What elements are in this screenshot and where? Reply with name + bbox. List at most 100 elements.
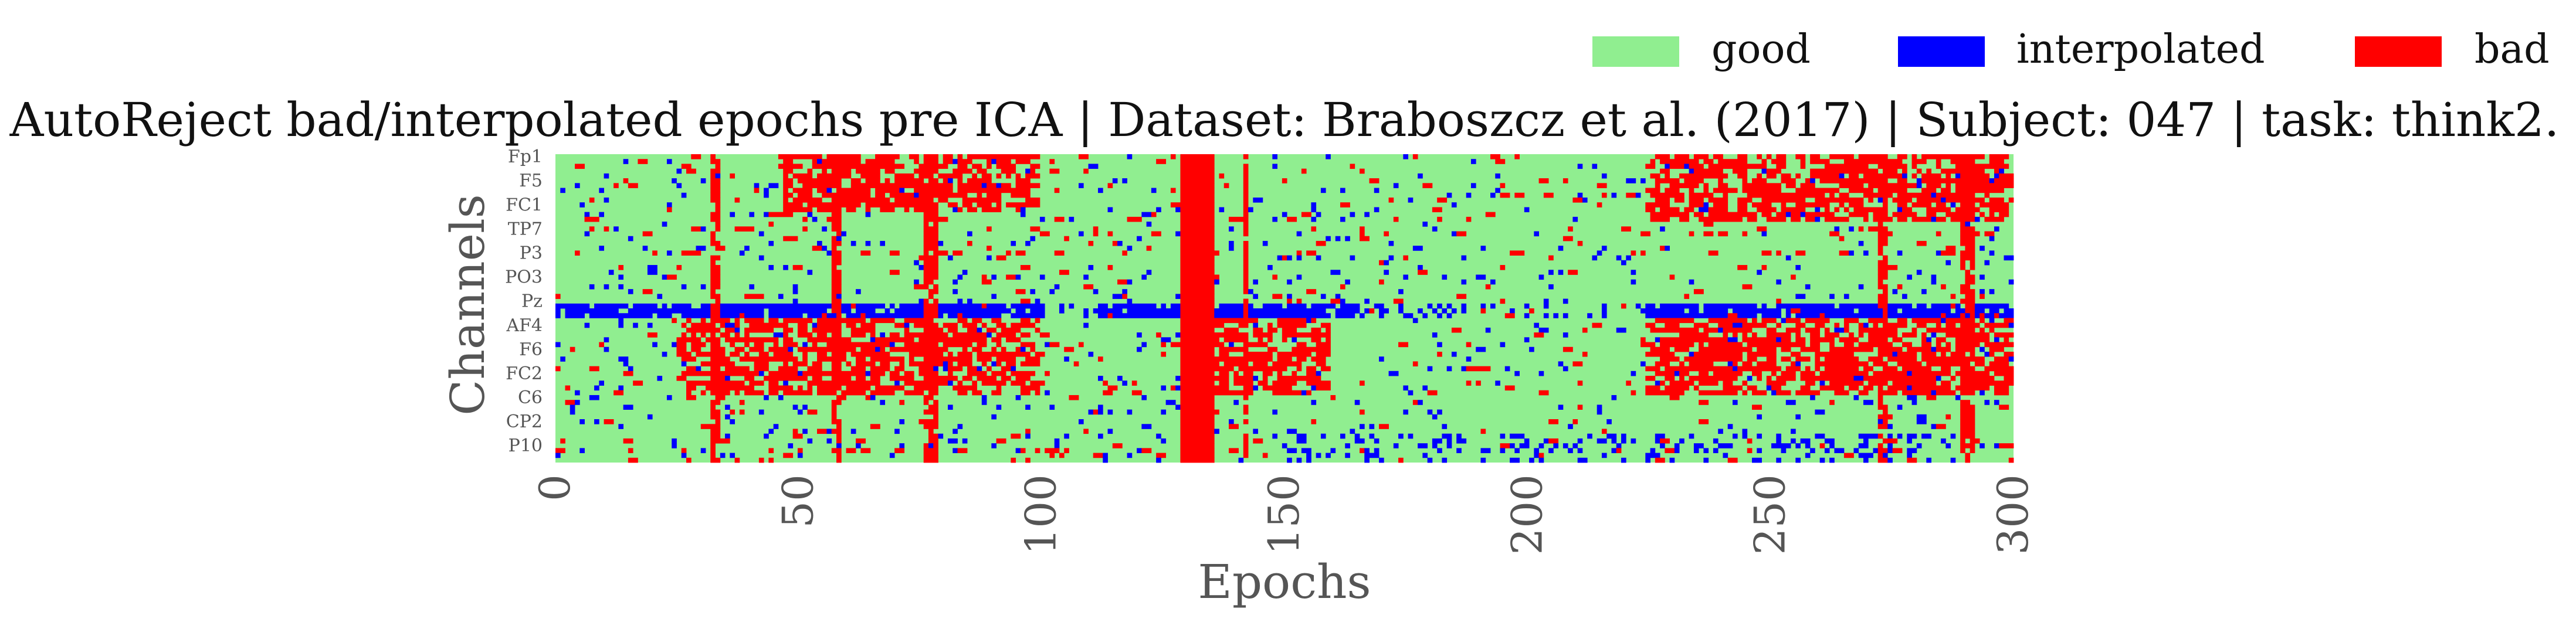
cell-bad xyxy=(1180,433,1215,439)
cell-bad xyxy=(1819,313,1825,318)
cell-bad xyxy=(768,371,798,376)
cell-interpolated xyxy=(822,226,827,232)
cell-bad xyxy=(1650,346,1670,352)
cell-interpolated xyxy=(1911,400,1917,405)
cell-interpolated xyxy=(812,216,818,222)
cell-interpolated xyxy=(1974,303,2009,309)
cell-interpolated xyxy=(1984,400,1990,405)
cell-interpolated xyxy=(1907,371,1912,376)
cell-bad xyxy=(923,250,929,256)
cell-bad xyxy=(816,207,842,213)
cell-bad xyxy=(870,366,890,372)
cell-bad xyxy=(715,298,721,304)
cell-bad xyxy=(962,346,968,352)
cell-bad xyxy=(1243,212,1249,217)
cell-interpolated xyxy=(1219,207,1225,213)
cell-interpolated xyxy=(1287,448,1297,453)
cell-bad xyxy=(1597,183,1607,188)
cell-interpolated xyxy=(870,337,876,342)
cell-bad xyxy=(725,366,750,372)
cell-interpolated xyxy=(1980,274,1985,280)
cell-bad xyxy=(996,342,1002,348)
cell-bad xyxy=(1180,318,1258,324)
cell-bad xyxy=(967,207,977,213)
cell-interpolated xyxy=(894,308,924,314)
cell-bad xyxy=(1989,212,1995,217)
cell-interpolated xyxy=(1374,438,1379,444)
cell-bad xyxy=(923,298,929,304)
x-tick-label: 0 xyxy=(530,474,579,501)
cell-interpolated xyxy=(1795,457,1801,463)
cell-bad xyxy=(1015,207,1021,213)
cell-bad xyxy=(1253,327,1263,333)
cell-bad xyxy=(1170,154,1176,159)
cell-bad xyxy=(1223,337,1249,342)
cell-interpolated xyxy=(802,405,808,410)
cell-interpolated xyxy=(773,424,779,429)
cell-interpolated xyxy=(1141,342,1147,348)
cell-interpolated xyxy=(1078,419,1084,424)
cell-interpolated xyxy=(1999,168,2004,174)
cell-bad xyxy=(1243,260,1249,266)
cell-interpolated xyxy=(758,255,764,261)
cell-bad xyxy=(870,318,895,324)
cell-interpolated xyxy=(1989,178,1995,183)
cell-bad xyxy=(904,390,924,396)
cell-bad xyxy=(652,250,657,256)
cell-bad xyxy=(802,371,866,376)
cell-interpolated xyxy=(1141,274,1147,280)
cell-bad xyxy=(1761,212,1772,217)
cell-bad xyxy=(1243,308,1249,314)
cell-interpolated xyxy=(1645,457,1650,463)
cell-bad xyxy=(734,346,745,352)
cell-interpolated xyxy=(1175,294,1181,299)
cell-interpolated xyxy=(947,178,953,183)
cell-bad xyxy=(792,361,808,367)
cell-bad xyxy=(1219,380,1229,386)
cell-bad xyxy=(1679,216,1690,222)
cell-bad xyxy=(923,453,938,458)
cell-bad xyxy=(1752,318,1757,324)
cell-bad xyxy=(710,236,716,242)
cell-interpolated xyxy=(1287,255,1292,261)
cell-bad xyxy=(1572,419,1578,424)
cell-bad xyxy=(1984,192,1990,198)
cell-bad xyxy=(1272,361,1302,367)
cell-interpolated xyxy=(1693,443,1704,448)
cell-bad xyxy=(987,159,992,164)
cell-bad xyxy=(1877,390,1898,396)
cell-bad xyxy=(1936,164,1941,169)
cell-bad xyxy=(1849,385,1859,391)
cell-bad xyxy=(1645,164,1656,169)
cell-bad xyxy=(831,376,852,381)
cell-interpolated xyxy=(1098,405,1103,410)
cell-interpolated xyxy=(1398,303,1404,309)
cell-interpolated xyxy=(570,405,575,410)
cell-interpolated xyxy=(1422,385,1428,391)
cell-bad xyxy=(923,226,938,232)
cell-bad xyxy=(1916,197,1941,203)
cell-interpolated xyxy=(1994,443,1999,448)
cell-interpolated xyxy=(1432,308,1438,314)
cell-interpolated xyxy=(764,188,769,193)
cell-bad xyxy=(773,342,779,348)
cell-interpolated xyxy=(1805,453,1811,458)
cell-bad xyxy=(1025,197,1040,203)
cell-interpolated xyxy=(725,376,730,381)
cell-interpolated xyxy=(1853,448,1859,453)
cell-interpolated xyxy=(1665,246,1670,251)
cell-bad xyxy=(962,376,972,381)
cell-bad xyxy=(850,303,856,309)
cell-bad xyxy=(831,405,837,410)
cell-interpolated xyxy=(1287,279,1292,285)
cell-bad xyxy=(1243,246,1249,251)
cell-bad xyxy=(1456,231,1467,237)
cell-bad xyxy=(1761,318,1777,324)
cell-interpolated xyxy=(1916,414,1927,420)
cell-bad xyxy=(768,318,779,324)
cell-bad xyxy=(715,164,721,169)
cell-bad xyxy=(1626,380,1631,386)
cell-bad xyxy=(1984,342,2014,348)
cell-interpolated xyxy=(1660,226,1665,232)
cell-bad xyxy=(1858,342,1893,348)
